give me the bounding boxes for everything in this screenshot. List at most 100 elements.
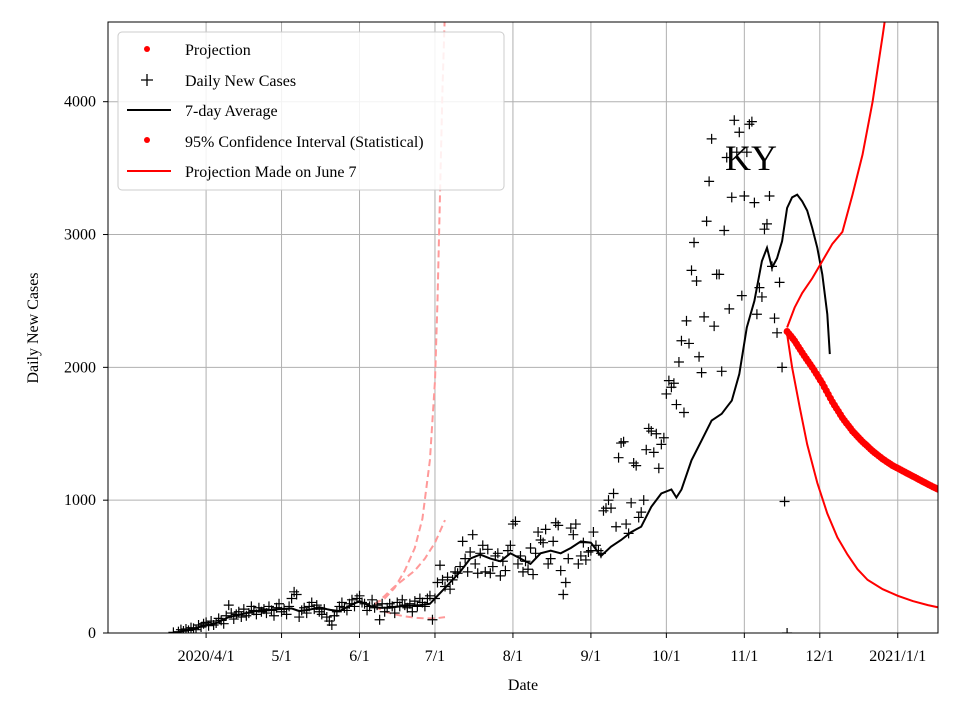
daily-case-marker bbox=[485, 568, 496, 579]
annotation-label: KY bbox=[725, 138, 777, 178]
daily-case-marker bbox=[336, 597, 347, 608]
daily-case-marker bbox=[168, 627, 179, 633]
daily-case-marker bbox=[362, 605, 373, 616]
daily-case-marker bbox=[613, 452, 624, 463]
daily-new-cases-series bbox=[168, 115, 793, 633]
daily-case-marker bbox=[588, 527, 599, 538]
daily-case-marker bbox=[631, 460, 642, 471]
daily-case-marker bbox=[470, 558, 481, 569]
x-tick-label: 12/1 bbox=[806, 648, 834, 665]
daily-case-marker bbox=[346, 594, 357, 605]
daily-case-marker bbox=[696, 367, 707, 378]
daily-case-marker bbox=[354, 590, 365, 601]
daily-case-marker bbox=[460, 553, 471, 564]
legend-entry-projection: Projection bbox=[144, 42, 251, 59]
daily-case-marker bbox=[477, 540, 488, 551]
daily-case-marker bbox=[334, 601, 345, 612]
daily-case-marker bbox=[714, 269, 725, 280]
daily-case-marker bbox=[475, 548, 486, 559]
daily-case-marker bbox=[673, 357, 684, 368]
daily-case-marker bbox=[769, 313, 780, 324]
daily-case-marker bbox=[726, 192, 737, 203]
daily-case-marker bbox=[538, 537, 549, 548]
daily-case-marker bbox=[668, 378, 679, 389]
daily-case-marker bbox=[294, 612, 305, 623]
daily-case-marker bbox=[462, 566, 473, 577]
daily-case-marker bbox=[329, 610, 340, 621]
daily-case-marker bbox=[419, 601, 430, 612]
daily-case-marker bbox=[779, 496, 790, 507]
legend-label-projection: Projection bbox=[185, 42, 251, 59]
daily-case-marker bbox=[492, 548, 503, 559]
y-tick-label: 0 bbox=[88, 625, 96, 642]
daily-case-marker bbox=[540, 524, 551, 535]
daily-case-marker bbox=[175, 624, 186, 633]
daily-case-marker bbox=[407, 606, 418, 617]
daily-case-marker bbox=[568, 529, 579, 540]
daily-case-marker bbox=[545, 553, 556, 564]
daily-case-marker bbox=[603, 495, 614, 506]
daily-case-marker bbox=[324, 616, 335, 627]
plot-area bbox=[168, 22, 938, 633]
daily-case-marker bbox=[580, 554, 591, 565]
daily-case-marker bbox=[756, 291, 767, 302]
daily-case-marker bbox=[565, 523, 576, 534]
x-tick-label: 8/1 bbox=[503, 648, 523, 665]
daily-case-marker bbox=[397, 594, 408, 605]
daily-case-marker bbox=[525, 542, 536, 553]
daily-case-marker bbox=[782, 628, 793, 633]
daily-case-marker bbox=[706, 133, 717, 144]
x-tick-label: 6/1 bbox=[349, 648, 369, 665]
x-tick-label: 10/1 bbox=[652, 648, 680, 665]
legend: Projection Daily New Cases 7-day Average… bbox=[117, 31, 505, 191]
daily-case-marker bbox=[772, 327, 783, 338]
daily-case-marker bbox=[641, 444, 652, 455]
daily-case-marker bbox=[457, 536, 468, 547]
daily-case-marker bbox=[472, 568, 483, 579]
daily-case-marker bbox=[689, 237, 700, 248]
daily-case-marker bbox=[736, 290, 747, 301]
daily-case-marker bbox=[678, 407, 689, 418]
daily-case-marker bbox=[505, 540, 516, 551]
daily-case-marker bbox=[512, 558, 523, 569]
y-tick-label: 3000 bbox=[64, 227, 96, 244]
x-tick-label: 2020/4/1 bbox=[178, 648, 235, 665]
daily-case-marker bbox=[719, 225, 730, 236]
daily-case-marker bbox=[661, 388, 672, 399]
daily-case-marker bbox=[553, 520, 564, 531]
daily-case-marker bbox=[611, 521, 622, 532]
daily-case-marker bbox=[741, 147, 752, 158]
daily-case-marker bbox=[374, 614, 385, 625]
daily-case-marker bbox=[495, 570, 506, 581]
daily-case-marker bbox=[746, 116, 757, 127]
daily-case-marker bbox=[372, 600, 383, 611]
daily-case-marker bbox=[618, 436, 629, 447]
legend-label-confidence-interval: 95% Confidence Interval (Statistical) bbox=[185, 134, 424, 151]
legend-entry-confidence-interval: 95% Confidence Interval (Statistical) bbox=[144, 134, 424, 151]
y-axis-ticks: 0 1000 2000 3000 4000 bbox=[64, 94, 108, 642]
daily-case-marker bbox=[651, 428, 662, 439]
daily-case-marker bbox=[404, 598, 415, 609]
daily-case-marker bbox=[321, 612, 332, 623]
daily-case-marker bbox=[653, 463, 664, 474]
legend-entry-seven-day-average: 7-day Average bbox=[127, 103, 278, 120]
x-axis-ticks: 2020/4/1 5/1 6/1 7/1 8/1 9/1 10/1 11/1 12/1 2021/… bbox=[178, 633, 926, 665]
daily-case-marker bbox=[533, 527, 544, 538]
y-tick-label: 1000 bbox=[64, 492, 96, 509]
daily-case-marker bbox=[684, 338, 694, 349]
daily-case-marker bbox=[427, 614, 438, 625]
daily-case-marker bbox=[701, 216, 712, 227]
legend-entry-june7-projection: Projection Made on June 7 bbox=[127, 164, 357, 181]
daily-case-marker bbox=[528, 569, 539, 580]
daily-case-marker bbox=[744, 119, 755, 130]
daily-case-marker bbox=[223, 600, 234, 611]
daily-case-marker bbox=[621, 519, 632, 530]
daily-case-marker bbox=[193, 620, 204, 631]
legend-entry-daily-new-cases: Daily New Cases bbox=[141, 73, 296, 90]
legend-label-june7-projection: Projection Made on June 7 bbox=[185, 164, 357, 181]
daily-case-marker bbox=[563, 553, 574, 564]
daily-case-marker bbox=[555, 565, 566, 576]
daily-case-marker bbox=[465, 546, 476, 557]
legend-box bbox=[117, 31, 505, 191]
daily-case-marker bbox=[530, 548, 541, 559]
